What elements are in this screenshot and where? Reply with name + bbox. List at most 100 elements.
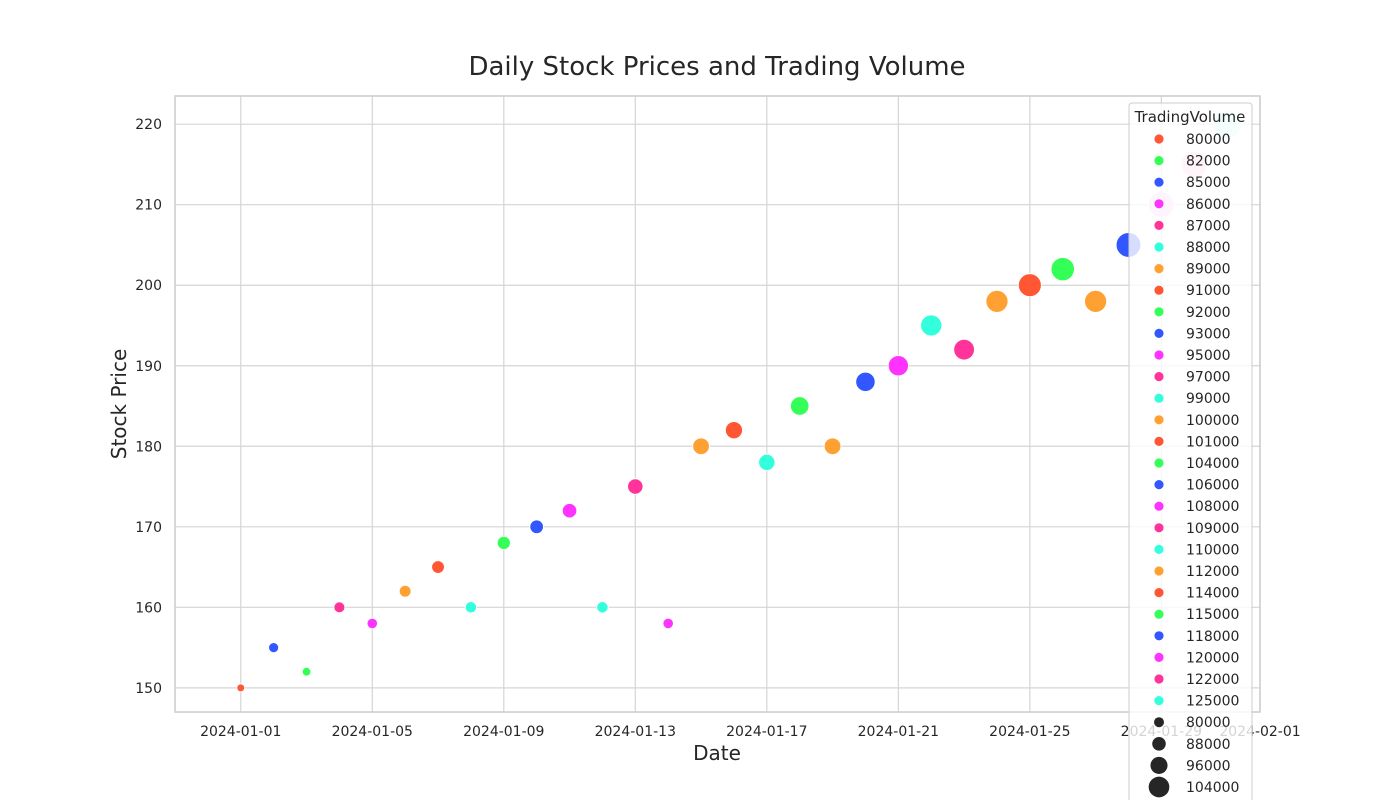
data-point	[985, 289, 1009, 313]
data-point	[236, 683, 246, 693]
chart-title: Daily Stock Prices and Trading Volume	[468, 52, 965, 82]
x-axis-label: Date	[693, 741, 741, 765]
data-point	[596, 601, 609, 614]
data-point	[758, 453, 776, 472]
legend-hue-label: 89000	[1186, 262, 1231, 278]
data-point	[855, 371, 876, 393]
legend-size-marker	[1154, 717, 1164, 728]
data-point	[464, 601, 478, 614]
data-point	[823, 437, 842, 456]
legend-hue-marker	[1153, 673, 1165, 685]
legend-hue-label: 85000	[1186, 175, 1231, 191]
data-point	[887, 355, 910, 377]
legend-hue-marker	[1153, 630, 1165, 642]
legend-hue-marker	[1153, 133, 1165, 145]
legend-hue-marker	[1153, 652, 1165, 663]
data-point	[1083, 289, 1108, 313]
data-point	[953, 338, 976, 361]
y-tick-label: 160	[135, 600, 162, 616]
legend-hue-marker	[1153, 155, 1165, 167]
y-axis-label: Stock Price	[107, 349, 131, 460]
legend-hue-label: 118000	[1186, 629, 1239, 645]
data-point	[1017, 273, 1042, 298]
legend-hue-marker	[1153, 219, 1165, 231]
y-tick-labels: 150 160 170 180 190 200 210 220	[135, 117, 162, 697]
legend-hue-label: 112000	[1186, 564, 1239, 580]
legend-hue-marker	[1153, 284, 1165, 296]
legend-hue-marker	[1153, 522, 1165, 534]
legend-size-label: 104000	[1186, 780, 1239, 796]
grid-lines	[175, 96, 1261, 712]
legend-hue-label: 110000	[1186, 542, 1239, 558]
x-tick-label: 2024-01-25	[989, 724, 1070, 740]
data-point	[496, 535, 511, 551]
legend-size-marker	[1152, 737, 1166, 751]
legend-hue-label: 115000	[1186, 607, 1239, 623]
legend-hue-marker	[1153, 587, 1165, 598]
legend-hue-label: 80000	[1186, 132, 1231, 148]
legend-hue-label: 99000	[1186, 391, 1231, 407]
legend-hue-marker	[1153, 479, 1165, 491]
data-point	[366, 617, 379, 630]
legend-hue-marker	[1153, 565, 1165, 577]
legend-hue-marker	[1153, 414, 1165, 426]
legend-size-label: 96000	[1186, 758, 1231, 774]
y-tick-label: 180	[135, 439, 162, 455]
legend-hue-marker	[1153, 457, 1165, 469]
data-point	[333, 601, 346, 614]
legend-hue-label: 114000	[1186, 586, 1239, 602]
legend-hue-label: 101000	[1186, 434, 1239, 450]
legend-hue-marker	[1153, 263, 1165, 275]
legend-hue-label: 106000	[1186, 478, 1239, 494]
x-tick-label: 2024-01-17	[726, 724, 807, 740]
legend-hue-marker	[1153, 608, 1165, 620]
x-tick-label: 2024-01-09	[463, 724, 544, 740]
y-tick-label: 220	[135, 117, 162, 133]
legend-hue-marker	[1153, 198, 1165, 210]
legend-hue-label: 104000	[1186, 456, 1239, 472]
legend-hue-label: 97000	[1186, 370, 1231, 386]
legend-size-label: 88000	[1186, 737, 1231, 753]
legend-size-label: 80000	[1186, 715, 1231, 731]
legend-hue-label: 109000	[1186, 521, 1239, 537]
data-point	[627, 478, 644, 495]
data-point	[1050, 256, 1076, 282]
legend-hue-label: 82000	[1186, 154, 1231, 170]
x-tick-label: 2024-01-01	[200, 724, 281, 740]
legend-hue-marker	[1153, 392, 1165, 404]
y-tick-label: 150	[135, 681, 162, 697]
legend-hue-marker	[1153, 327, 1165, 339]
data-point	[561, 502, 578, 519]
legend-title: TradingVolume	[1134, 108, 1246, 126]
data-point	[431, 560, 445, 575]
y-tick-label: 200	[135, 278, 162, 294]
legend-hue-marker	[1153, 176, 1165, 188]
legend-size-marker	[1150, 756, 1168, 774]
legend-hue-label: 100000	[1186, 413, 1239, 429]
data-point	[529, 519, 545, 535]
legend-size-marker	[1148, 776, 1170, 798]
y-tick-label: 190	[135, 359, 162, 375]
x-tick-label: 2024-01-13	[595, 724, 676, 740]
legend-hue-marker	[1153, 435, 1165, 447]
legend-hue-label: 86000	[1186, 197, 1231, 213]
legend-hue-marker	[1153, 371, 1165, 383]
data-point	[692, 437, 711, 456]
legend-box	[1128, 102, 1253, 800]
legend-hue-marker	[1153, 306, 1165, 318]
plot-frame	[174, 95, 1261, 713]
data-point	[789, 396, 810, 416]
legend-hue-marker	[1153, 500, 1165, 512]
y-tick-label: 170	[135, 520, 162, 536]
legend-hue-label: 122000	[1186, 672, 1239, 688]
legend-hue-label: 87000	[1186, 218, 1231, 234]
legend-hue-marker	[1153, 241, 1165, 253]
x-tick-label: 2024-01-05	[332, 724, 413, 740]
legend-items: 80000 82000 85000 86000 87000 88000 89000 91000…	[1148, 132, 1239, 798]
legend-hue-marker	[1153, 544, 1165, 555]
x-tick-label: 2024-01-21	[858, 724, 939, 740]
y-tick-label: 210	[135, 198, 162, 214]
legend: TradingVolume 80000 82000 85000 86000 87000 8…	[1128, 102, 1253, 800]
legend-hue-marker	[1153, 349, 1165, 361]
